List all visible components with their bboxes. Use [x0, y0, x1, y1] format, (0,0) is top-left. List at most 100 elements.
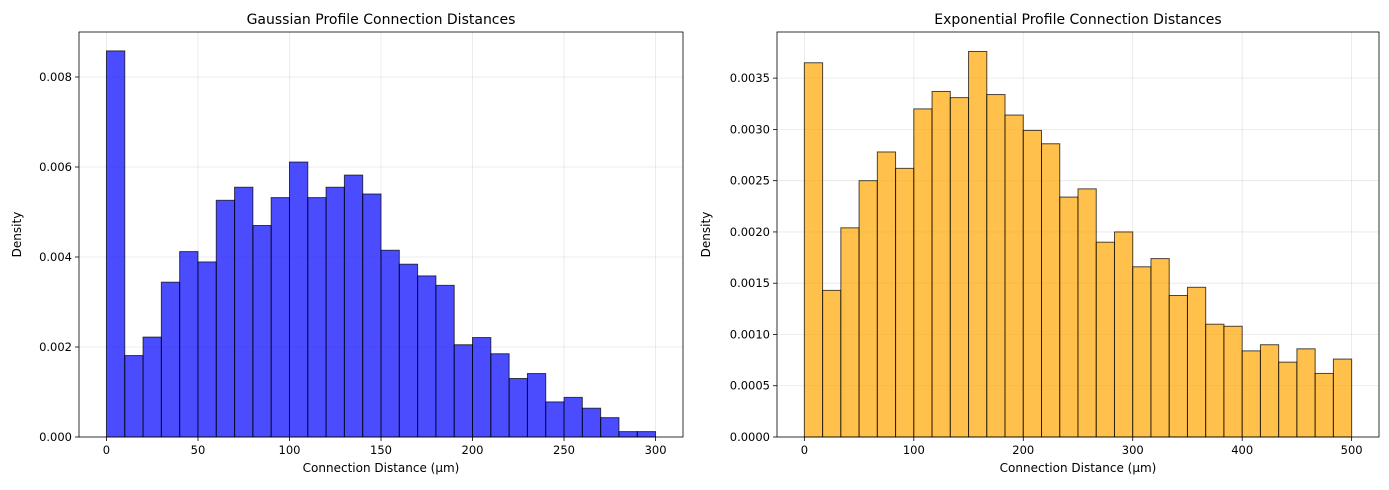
axes: 0 100 200 300 400 500 0.0000 0.0005 0.0010 0.0015…	[730, 31, 1380, 457]
histogram-bar	[822, 289, 842, 438]
histogram-bar	[252, 225, 272, 438]
x-tick-label: 300	[645, 443, 667, 457]
chart-title: Exponential Profile Connection Distances	[934, 12, 1221, 28]
x-tick-label: 200	[462, 443, 484, 457]
x-tick-label: 400	[1231, 443, 1253, 457]
histogram-bar	[636, 431, 657, 438]
histogram-bar	[288, 161, 309, 438]
x-tick-label: 50	[191, 443, 206, 457]
histogram-bar	[1205, 323, 1225, 438]
x-tick-label: 0	[801, 443, 808, 457]
y-tick-label: 0.004	[39, 250, 72, 264]
histogram-bar	[618, 431, 638, 438]
x-tick-label: 250	[553, 443, 575, 457]
histogram-bar	[362, 193, 382, 438]
y-tick-label: 0.0030	[730, 122, 770, 136]
histogram-bar	[1150, 258, 1170, 438]
histogram-bar	[435, 284, 455, 438]
histogram-bar	[1296, 348, 1316, 438]
histogram-bar	[986, 94, 1006, 438]
histogram-bar	[545, 401, 565, 438]
histogram-bar	[1314, 372, 1334, 438]
histogram-bar	[417, 275, 437, 438]
histogram-bar	[325, 186, 345, 438]
y-tick-label: 0.000	[39, 430, 72, 444]
histogram-bar	[968, 50, 988, 438]
histogram-bar	[803, 62, 824, 438]
histogram-bar	[124, 355, 144, 438]
histogram-bar	[179, 251, 199, 438]
x-tick-label: 0	[103, 443, 110, 457]
chart-title: Gaussian Profile Connection Distances	[247, 12, 516, 28]
histogram-bar	[1186, 286, 1207, 438]
x-tick-label: 150	[370, 443, 392, 457]
histogram-bar	[105, 50, 126, 438]
histogram-bar	[1259, 344, 1280, 438]
histogram-bar	[840, 227, 860, 438]
histogram-bar	[1004, 114, 1024, 438]
histogram-bar	[526, 373, 547, 438]
histogram-bar	[1332, 358, 1353, 438]
y-tick-label: 0.0025	[730, 174, 770, 188]
histogram-bar	[600, 417, 620, 438]
x-tick-label: 100	[279, 443, 301, 457]
x-axis-label: Connection Distance (μm)	[303, 461, 460, 475]
gaussian-chart-panel: Gaussian Profile Connection Distances Co…	[10, 12, 684, 475]
y-tick-label: 0.0020	[730, 225, 770, 239]
x-axis-label: Connection Distance (μm)	[1000, 461, 1157, 475]
histogram-bar	[142, 336, 162, 438]
histogram-bar	[472, 337, 492, 438]
histogram-bar	[215, 199, 236, 438]
x-tick-label: 300	[1122, 443, 1144, 457]
histogram-bar	[1132, 266, 1152, 438]
plot-frame	[776, 31, 1380, 438]
histogram-bar	[1241, 350, 1261, 438]
y-tick-label: 0.0005	[730, 379, 770, 393]
histogram-bar	[1113, 231, 1134, 438]
y-tick-label: 0.0010	[730, 327, 770, 341]
histogram-bar	[270, 197, 290, 438]
bars	[105, 50, 657, 438]
x-tick-label: 100	[903, 443, 925, 457]
axes: 0 50 100 150 200 250 300 0.000 0.002 0.004 0.006 0.…	[39, 31, 684, 457]
histogram-bar	[1077, 188, 1097, 438]
histogram-bar	[1223, 325, 1243, 438]
histogram-bar	[398, 263, 419, 438]
histogram-bar	[949, 97, 970, 438]
histogram-bar	[858, 180, 878, 438]
y-tick-label: 0.002	[39, 340, 72, 354]
histogram-bar	[453, 344, 474, 438]
histogram-bar	[234, 186, 254, 438]
histogram-bar	[1041, 143, 1061, 438]
histogram-bar	[197, 261, 217, 438]
x-tick-label: 500	[1341, 443, 1363, 457]
histogram-bar	[876, 151, 897, 438]
histogram-bar	[343, 174, 364, 438]
histogram-bar	[490, 353, 510, 438]
histogram-bar	[1059, 196, 1079, 438]
histogram-bar	[913, 108, 933, 438]
histogram-bar	[931, 90, 951, 438]
histogram-bar	[160, 281, 181, 438]
histogram-bar	[307, 197, 327, 438]
histogram-bar	[380, 249, 400, 438]
y-tick-label: 0.0000	[730, 430, 770, 444]
bars	[803, 50, 1353, 438]
y-tick-label: 0.0015	[730, 276, 770, 290]
y-tick-label: 0.006	[39, 160, 72, 174]
x-tick-label: 200	[1012, 443, 1034, 457]
y-axis-label: Density	[10, 212, 24, 258]
y-axis-label: Density	[699, 212, 713, 258]
exponential-chart-panel: Exponential Profile Connection Distances…	[699, 12, 1380, 475]
histogram-bar	[1168, 295, 1188, 438]
histogram-bar	[563, 396, 583, 438]
histogram-bar	[581, 407, 602, 438]
histogram-bar	[1278, 361, 1298, 438]
histogram-bar	[1022, 129, 1043, 438]
histogram-bar	[508, 378, 528, 438]
histogram-bar	[895, 167, 915, 438]
histogram-bar	[1095, 241, 1115, 438]
y-tick-label: 0.0035	[730, 71, 770, 85]
y-tick-label: 0.008	[39, 70, 72, 84]
